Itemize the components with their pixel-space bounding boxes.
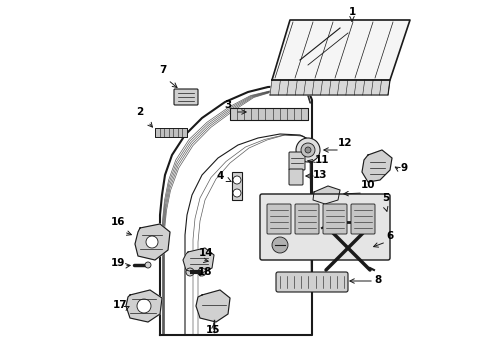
FancyBboxPatch shape: [155, 128, 187, 137]
FancyBboxPatch shape: [174, 89, 198, 105]
Text: 19: 19: [111, 258, 125, 268]
FancyBboxPatch shape: [267, 204, 291, 234]
Text: 4: 4: [216, 171, 224, 181]
Text: 5: 5: [382, 193, 390, 203]
Polygon shape: [183, 248, 214, 274]
Text: 12: 12: [338, 138, 352, 148]
Polygon shape: [196, 290, 230, 322]
Circle shape: [272, 237, 288, 253]
FancyBboxPatch shape: [323, 204, 347, 234]
Polygon shape: [270, 80, 390, 95]
Text: 9: 9: [400, 163, 408, 173]
Polygon shape: [135, 224, 170, 260]
Text: 13: 13: [313, 170, 327, 180]
Circle shape: [186, 268, 194, 276]
FancyBboxPatch shape: [260, 194, 390, 260]
Polygon shape: [272, 20, 410, 80]
Circle shape: [305, 147, 311, 153]
Text: 1: 1: [348, 7, 356, 17]
Circle shape: [301, 143, 315, 157]
Text: 2: 2: [136, 107, 144, 117]
FancyBboxPatch shape: [289, 169, 303, 185]
Polygon shape: [160, 86, 312, 335]
Text: 6: 6: [387, 231, 393, 241]
Circle shape: [296, 138, 320, 162]
Circle shape: [198, 268, 206, 276]
Circle shape: [145, 262, 151, 268]
Text: 8: 8: [374, 275, 382, 285]
FancyBboxPatch shape: [230, 108, 308, 120]
Text: 10: 10: [361, 180, 375, 190]
FancyBboxPatch shape: [232, 172, 242, 200]
Circle shape: [233, 189, 241, 197]
Text: 17: 17: [113, 300, 127, 310]
Text: 18: 18: [198, 267, 212, 277]
FancyBboxPatch shape: [276, 272, 348, 292]
Circle shape: [137, 299, 151, 313]
FancyBboxPatch shape: [289, 152, 305, 170]
Text: 14: 14: [198, 248, 213, 258]
Text: 16: 16: [111, 217, 125, 227]
Circle shape: [233, 176, 241, 184]
FancyBboxPatch shape: [351, 204, 375, 234]
Polygon shape: [313, 186, 340, 204]
Polygon shape: [126, 290, 162, 322]
Circle shape: [146, 236, 158, 248]
Polygon shape: [362, 150, 392, 182]
FancyBboxPatch shape: [295, 204, 319, 234]
Text: 15: 15: [206, 325, 220, 335]
Text: 11: 11: [315, 155, 329, 165]
Text: 7: 7: [159, 65, 167, 75]
Text: 3: 3: [224, 100, 232, 110]
